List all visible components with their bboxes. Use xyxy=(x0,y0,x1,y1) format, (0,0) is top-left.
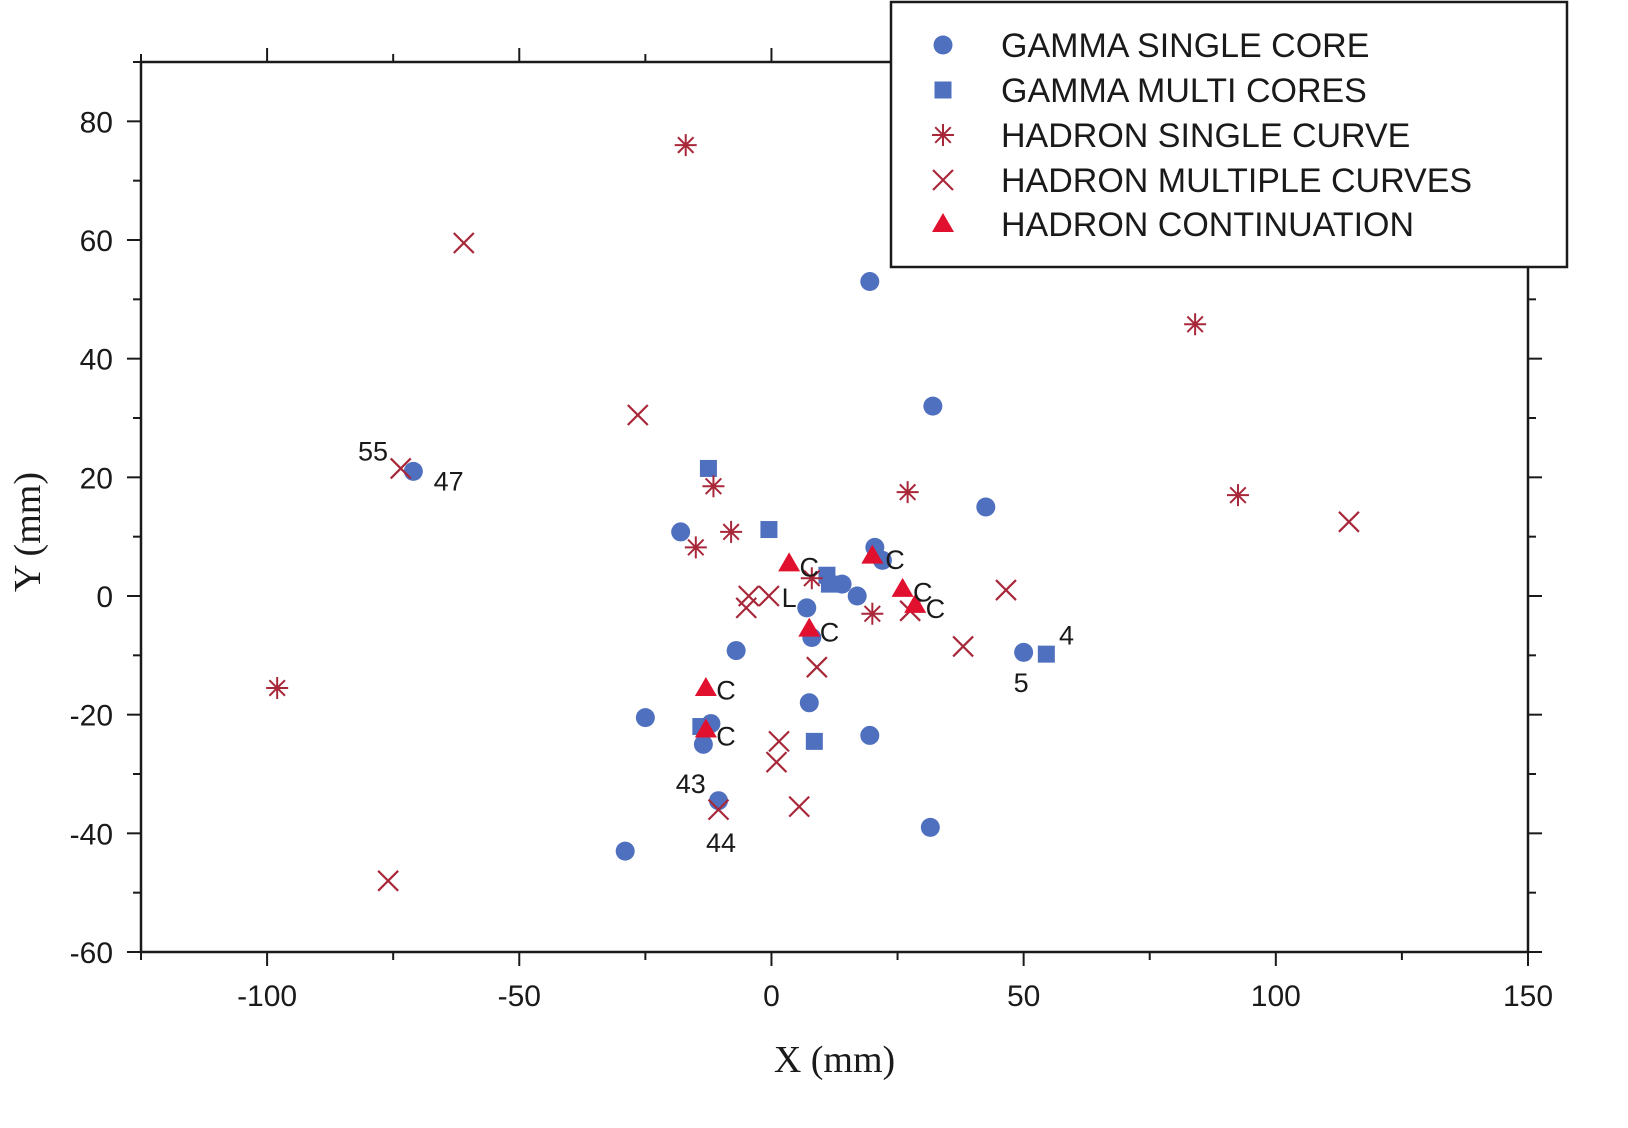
hadron-multiple-curves-point xyxy=(627,404,649,426)
gamma-single-core-point xyxy=(1014,642,1034,662)
hadron-continuation-point xyxy=(861,544,884,564)
legend-marker-hadron-single-curve xyxy=(932,124,954,146)
legend: GAMMA SINGLE CORE GAMMA MULTI CORES HADRON… xyxy=(889,0,1569,269)
legend-marker-gamma-multi-cores xyxy=(934,81,952,99)
gamma-single-core-point xyxy=(726,641,746,661)
legend-label-gamma-single-core: GAMMA SINGLE CORE xyxy=(1001,27,1369,65)
x-axis-label: X (mm) xyxy=(774,1039,895,1081)
hadron-multiple-curves-point xyxy=(389,457,412,480)
gamma-multi-cores-point xyxy=(820,575,838,593)
point-annotation: 44 xyxy=(706,828,736,858)
hadron-multiple-curves-point xyxy=(758,585,780,607)
gamma-single-core-point xyxy=(923,396,943,416)
gamma-single-core-point xyxy=(860,725,880,745)
gamma-single-core-point xyxy=(976,497,996,517)
gamma-single-core-point xyxy=(635,708,655,728)
y-tick-label: -20 xyxy=(70,700,113,733)
hadron-multiple-curves-point xyxy=(768,730,790,753)
legend-marker-hadron-multiple-curves xyxy=(932,169,954,191)
point-annotation: 5 xyxy=(1014,668,1029,698)
point-annotation: 43 xyxy=(676,769,706,799)
hadron-multiple-curves-point xyxy=(806,656,828,678)
x-tick-label: 50 xyxy=(1007,980,1040,1013)
hadron-single-curve-point xyxy=(1184,313,1207,336)
hadron-continuation-point xyxy=(694,676,717,696)
x-tick-label: 150 xyxy=(1503,980,1553,1013)
y-tick-label: 0 xyxy=(96,581,113,614)
point-annotation: 4 xyxy=(1059,621,1074,651)
hadron-single-curve-point xyxy=(720,520,743,543)
hadron-continuation-point xyxy=(891,577,914,597)
point-annotation: C xyxy=(885,545,905,575)
hadron-multiple-curves-point xyxy=(377,870,399,892)
y-tick-label: 20 xyxy=(80,462,113,495)
legend-marker-gamma-single-core xyxy=(933,35,953,55)
gamma-multi-cores-point xyxy=(1037,645,1055,663)
legend-box xyxy=(889,0,1569,269)
gamma-single-core-point xyxy=(671,522,691,542)
hadron-continuation-point xyxy=(798,617,821,637)
x-tick-label: 0 xyxy=(763,980,780,1013)
hadron-single-curve-point xyxy=(896,481,919,504)
hadron-single-curve-point xyxy=(684,536,707,559)
legend-label-hadron-multiple-curves: HADRON MULTIPLE CURVES xyxy=(1001,162,1472,200)
x-tick-label: -100 xyxy=(237,980,297,1013)
gamma-single-core-point xyxy=(693,734,713,754)
gamma-multi-cores-point xyxy=(760,521,778,539)
hadron-continuation-point xyxy=(904,593,927,613)
point-annotation: 55 xyxy=(358,437,388,467)
point-annotation: C xyxy=(800,552,820,582)
gamma-multi-cores-point xyxy=(805,732,823,750)
y-tick-label: -60 xyxy=(70,937,113,970)
x-tick-label: 100 xyxy=(1251,980,1301,1013)
hadron-continuation-point xyxy=(778,552,801,572)
point-annotation: C xyxy=(820,618,840,648)
hadron-single-curve-point xyxy=(266,676,289,699)
legend-marker-hadron-continuation xyxy=(932,213,954,232)
y-tick-label: 60 xyxy=(80,225,113,258)
hadron-multiple-curves-point xyxy=(995,579,1017,601)
point-annotation: C xyxy=(913,577,933,607)
point-annotation: C xyxy=(716,721,736,751)
legend-label-hadron-single-curve: HADRON SINGLE CURVE xyxy=(1001,117,1410,155)
x-tick-label: -50 xyxy=(498,980,541,1013)
hadron-single-curve-point xyxy=(1226,484,1249,507)
point-annotation: C xyxy=(926,594,946,624)
gamma-single-core-point xyxy=(403,461,423,481)
hadron-single-curve-point xyxy=(702,475,725,498)
point-annotation: C xyxy=(716,676,736,706)
hadron-multiple-curves-point xyxy=(788,795,810,818)
gamma-single-core-point xyxy=(797,598,817,618)
hadron-single-curve-point xyxy=(861,602,884,625)
hadron-multiple-curves-point xyxy=(765,751,788,773)
hadron-single-curve-point xyxy=(674,134,697,157)
point-annotation: L xyxy=(782,583,797,613)
y-axis-label: Y (mm) xyxy=(7,472,49,592)
data-points xyxy=(266,134,1360,892)
gamma-single-core-point xyxy=(615,841,635,861)
point-annotation: 47 xyxy=(434,466,464,496)
hadron-continuation-point xyxy=(694,718,717,738)
hadron-multiple-curves-point xyxy=(952,635,974,658)
y-tick-label: 40 xyxy=(80,344,113,377)
plot-frame xyxy=(139,60,1530,954)
gamma-single-core-point xyxy=(708,791,728,811)
gamma-single-core-point xyxy=(860,272,880,292)
gamma-single-core-point xyxy=(847,586,867,606)
hadron-multiple-curves-point xyxy=(735,597,758,619)
y-tick-label: 80 xyxy=(80,106,113,139)
hadron-multiple-curves-point xyxy=(1338,511,1360,533)
gamma-single-core-point xyxy=(799,693,819,713)
legend-label-hadron-continuation: HADRON CONTINUATION xyxy=(1001,206,1414,244)
hadron-multiple-curves-point xyxy=(453,232,475,254)
gamma-multi-cores-point xyxy=(699,459,717,477)
legend-label-gamma-multi-cores: GAMMA MULTI CORES xyxy=(1001,72,1367,110)
gamma-single-core-point xyxy=(920,817,940,837)
hadron-multiple-curves-point xyxy=(707,798,730,821)
hadron-single-curve-point xyxy=(800,567,823,590)
y-tick-label: -40 xyxy=(70,818,113,851)
